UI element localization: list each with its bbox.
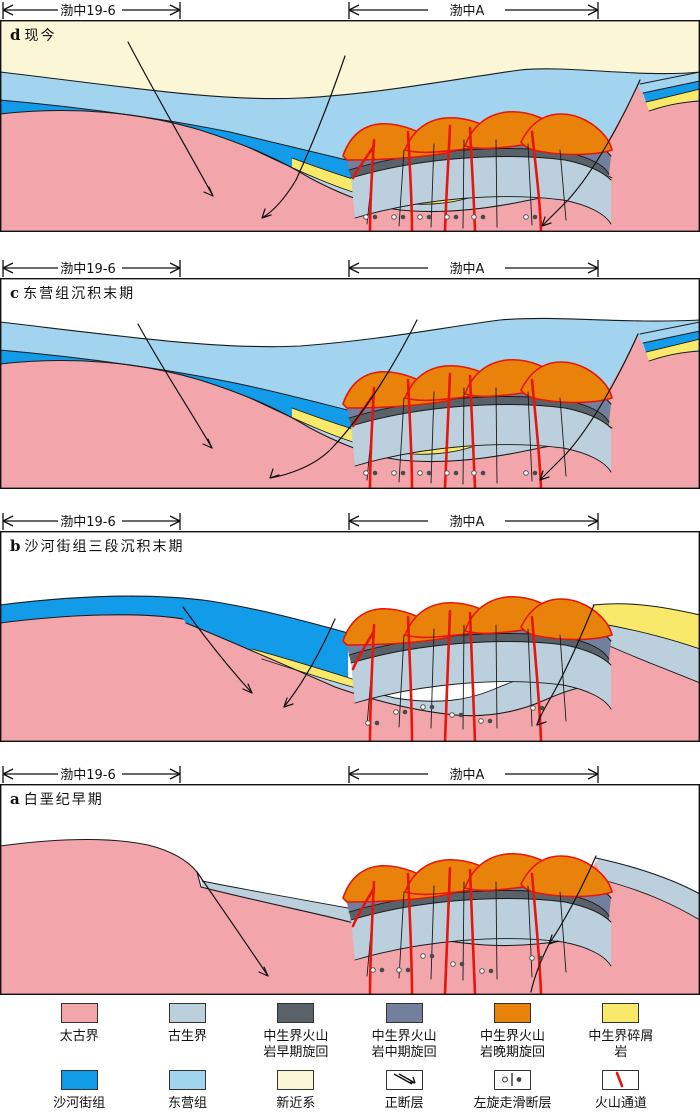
legend-item-volc-early: 中生界火山岩早期旋回 — [242, 1003, 350, 1062]
left-arrow-icon — [2, 4, 14, 16]
left-arrow-icon — [2, 262, 14, 274]
fault-lines-a — [196, 855, 597, 993]
right-arrow-icon — [587, 4, 599, 16]
legend-swatch-dongying — [168, 1069, 206, 1090]
cross-section-d — [0, 20, 700, 232]
panel-d: d 现今 — [0, 20, 700, 232]
right-arrow-icon — [587, 768, 599, 780]
extent-span-bzA: 渤中A — [348, 513, 599, 530]
volcanic-conduits-a — [351, 866, 543, 995]
legend-swatch-archean — [60, 1003, 98, 1023]
legend-item-strike-slip: 左旋走滑断层 — [458, 1069, 566, 1112]
svg-text:渤中19-6: 渤中19-6 — [60, 261, 116, 277]
legend-item-normal-fault: 正断层 — [350, 1069, 458, 1112]
left-arrow-icon — [348, 768, 360, 780]
left-arrow-icon — [2, 768, 14, 780]
svg-text:渤中A: 渤中A — [450, 261, 485, 277]
left-arrow-icon — [348, 262, 360, 274]
strike-slip-fault-icon — [493, 1069, 531, 1090]
volcanic-conduits-b — [351, 609, 543, 742]
span-label-bz196: 渤中19-6 — [60, 3, 116, 19]
legend-item-conduit: 火山通道 — [567, 1069, 675, 1112]
legend-swatch-volc-early — [277, 1003, 315, 1023]
legend-row-1: 太古界 古生界 中生界火山岩早期旋回 中生界火山岩中期旋回 中生界火山岩晚期旋回… — [25, 1003, 675, 1062]
span-label-bzA: 渤中A — [450, 3, 485, 19]
left-arrow-icon — [2, 515, 14, 527]
svg-text:渤中19-6: 渤中19-6 — [60, 767, 116, 783]
legend-item-clastic: 中生界碎屑岩 — [567, 1003, 675, 1062]
strike-slip-markers-a — [370, 953, 544, 974]
cross-section-c — [0, 278, 700, 489]
panel-title-d: d 现今 — [10, 26, 57, 44]
extent-span-bzA: 渤中A — [348, 766, 599, 783]
panel-b: b 沙河街组三段沉积末期 — [0, 531, 700, 742]
legend-swatch-paleozoic — [168, 1003, 206, 1023]
cross-section-a — [0, 784, 700, 995]
legend: 太古界 古生界 中生界火山岩早期旋回 中生界火山岩中期旋回 中生界火山岩晚期旋回… — [0, 995, 700, 1112]
panel-c: c 东营组沉积末期 — [0, 278, 700, 489]
fault-lines-b — [182, 604, 595, 726]
legend-swatch-volc-late — [493, 1003, 531, 1023]
extent-span-bzA: 渤中A — [348, 2, 599, 19]
svg-text:渤中A: 渤中A — [450, 767, 485, 783]
extent-header-a: 渤中19-6 渤中A — [2, 766, 599, 783]
legend-item-archean: 太古界 — [25, 1003, 133, 1062]
legend-row-2: 沙河街组 东营组 新近系 正断层 左旋走滑断层 — [25, 1069, 675, 1112]
svg-text:渤中19-6: 渤中19-6 — [60, 514, 116, 530]
panel-title-b: b 沙河街组三段沉积末期 — [10, 537, 185, 555]
strike-slip-markers-b — [365, 704, 545, 726]
extent-span-bz196: 渤中19-6 — [2, 260, 181, 277]
extent-span-bz196: 渤中19-6 — [2, 766, 181, 783]
legend-swatch-volc-mid — [385, 1003, 423, 1023]
volcanic-conduit-icon — [602, 1069, 640, 1090]
normal-fault-icon — [385, 1069, 423, 1090]
right-arrow-icon — [587, 515, 599, 527]
panel-a: a 白垩纪早期 — [0, 784, 700, 995]
right-arrow-icon — [169, 515, 181, 527]
legend-swatch-shahejie — [60, 1069, 98, 1090]
strike-slip-markers-d — [363, 214, 538, 220]
svg-text:渤中A: 渤中A — [450, 514, 485, 530]
extent-header-b: 渤中19-6 渤中A — [2, 513, 599, 530]
right-arrow-icon — [169, 768, 181, 780]
extent-span-bzA: 渤中A — [348, 260, 599, 277]
cross-section-b — [0, 531, 700, 742]
extent-span-bz196: 渤中19-6 — [2, 2, 181, 19]
legend-item-neogene: 新近系 — [242, 1069, 350, 1112]
extent-span-bz196: 渤中19-6 — [2, 513, 181, 530]
right-arrow-icon — [169, 4, 181, 16]
legend-item-volc-mid: 中生界火山岩中期旋回 — [350, 1003, 458, 1062]
left-arrow-icon — [348, 515, 360, 527]
legend-item-volc-late: 中生界火山岩晚期旋回 — [458, 1003, 566, 1062]
extent-header-d: 渤中19-6 渤中A — [2, 2, 599, 19]
strike-slip-markers-c — [363, 470, 538, 476]
fault-lines-d — [127, 41, 641, 227]
right-arrow-icon — [169, 262, 181, 274]
right-arrow-icon — [587, 262, 599, 274]
fault-lines-c — [137, 319, 639, 481]
panel-title-c: c 东营组沉积末期 — [10, 284, 136, 302]
legend-swatch-neogene — [277, 1069, 315, 1090]
left-arrow-icon — [348, 4, 360, 16]
panel-title-a: a 白垩纪早期 — [10, 790, 104, 808]
legend-swatch-clastic — [602, 1003, 640, 1023]
extent-header-c: 渤中19-6 渤中A — [2, 260, 599, 277]
legend-item-paleozoic: 古生界 — [133, 1003, 241, 1062]
block-faults-d — [366, 139, 567, 229]
volcanic-conduits-d — [351, 124, 543, 232]
legend-item-dongying: 东营组 — [133, 1069, 241, 1112]
legend-item-shahejie: 沙河街组 — [25, 1069, 133, 1112]
